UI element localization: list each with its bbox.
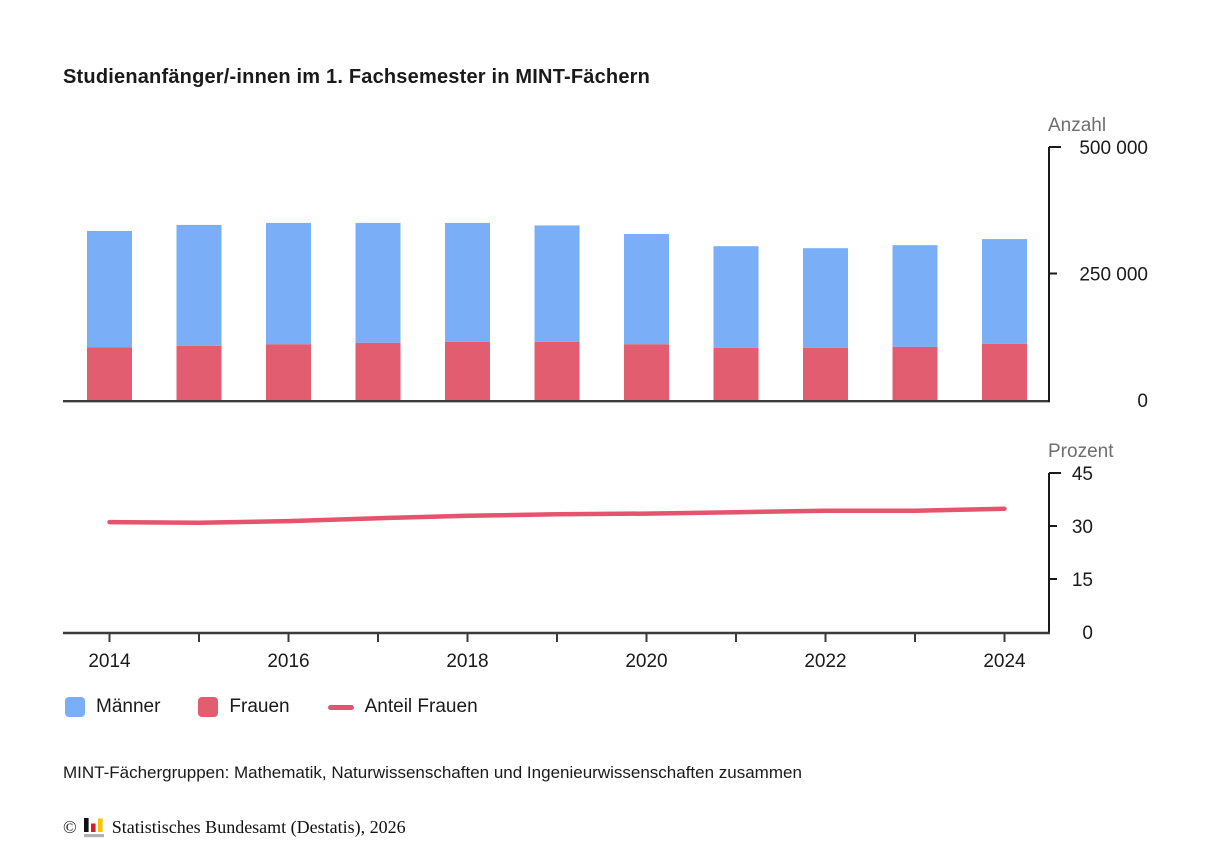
bar-frauen-2019 xyxy=(534,341,580,400)
svg-text:30: 30 xyxy=(1072,517,1093,538)
bars-frauen xyxy=(87,341,1027,400)
bar-frauen-2017 xyxy=(355,342,401,400)
svg-text:0: 0 xyxy=(1137,391,1148,412)
bar-maenner-2015 xyxy=(176,224,222,346)
bar-frauen-2020 xyxy=(624,344,669,400)
bar-frauen-2018 xyxy=(445,341,490,400)
prozent-axis: 45 30 15 0 Prozent xyxy=(1048,441,1114,644)
bar-maenner-2019 xyxy=(534,225,580,342)
anzahl-axis: 500 000 250 000 0 Anzahl xyxy=(1048,115,1148,412)
copyright-line: © Statistisches Bundesamt (Destatis), 20… xyxy=(63,817,406,838)
bar-maenner-2016 xyxy=(266,222,311,345)
chart-legend: Männer Frauen Anteil Frauen xyxy=(65,696,478,718)
bar-frauen-2024 xyxy=(982,343,1027,400)
svg-text:45: 45 xyxy=(1072,464,1093,485)
source-text: Statistisches Bundesamt (Destatis), 2026 xyxy=(111,817,406,837)
legend-label-maenner: Männer xyxy=(96,696,161,717)
svg-text:Prozent: Prozent xyxy=(1048,441,1114,462)
frauen-square-swatch-icon xyxy=(198,697,219,717)
page-title: Studienanfänger/-innen im 1. Fachsemeste… xyxy=(63,66,651,88)
destatis-logo-icon xyxy=(83,818,104,838)
footnote: MINT-Fächergruppen: Mathematik, Naturwis… xyxy=(63,763,802,782)
legend-item-frauen: Frauen xyxy=(198,696,290,718)
bar-maenner-2021 xyxy=(713,246,759,348)
legend-label-anteil-frauen: Anteil Frauen xyxy=(364,696,478,717)
legend-item-maenner: Männer xyxy=(65,696,160,718)
svg-text:500 000: 500 000 xyxy=(1079,138,1148,159)
anteil-frauen-line-swatch-icon xyxy=(327,704,354,710)
bar-maenner-2023 xyxy=(892,245,938,347)
x-tick-label-2020: 2020 xyxy=(625,651,667,672)
svg-text:250 000: 250 000 xyxy=(1079,265,1148,286)
x-tick-label-2022: 2022 xyxy=(804,651,846,672)
x-tick-label-2014: 2014 xyxy=(88,651,131,672)
bar-frauen-2021 xyxy=(713,347,759,400)
copyright-symbol: © xyxy=(63,817,77,837)
bar-maenner-2020 xyxy=(624,234,669,345)
bar-frauen-2023 xyxy=(892,346,938,400)
svg-text:Anzahl: Anzahl xyxy=(1048,115,1106,136)
x-axis: 2014 2016 2018 2020 2022 2024 xyxy=(63,631,1050,672)
svg-text:0: 0 xyxy=(1082,623,1093,644)
legend-item-anteil-frauen: Anteil Frauen xyxy=(327,696,478,718)
bar-frauen-2022 xyxy=(803,347,848,400)
svg-text:15: 15 xyxy=(1072,570,1093,591)
legend-label-frauen: Frauen xyxy=(229,696,290,717)
x-tick-label-2018: 2018 xyxy=(446,651,488,672)
bar-maenner-2024 xyxy=(982,239,1027,344)
x-tick-label-2016: 2016 xyxy=(267,651,309,672)
bar-frauen-2015 xyxy=(176,345,222,400)
bar-maenner-2018 xyxy=(445,222,490,342)
bar-maenner-2022 xyxy=(803,248,848,348)
bar-frauen-2016 xyxy=(266,344,311,400)
bar-maenner-2014 xyxy=(87,230,132,348)
maenner-square-swatch-icon xyxy=(65,697,85,717)
anteil-frauen-line xyxy=(107,506,1007,526)
bar-maenner-2017 xyxy=(355,222,401,343)
bars-maenner xyxy=(87,222,1027,348)
bar-frauen-2014 xyxy=(87,347,132,400)
x-tick-label-2024: 2024 xyxy=(983,651,1026,672)
